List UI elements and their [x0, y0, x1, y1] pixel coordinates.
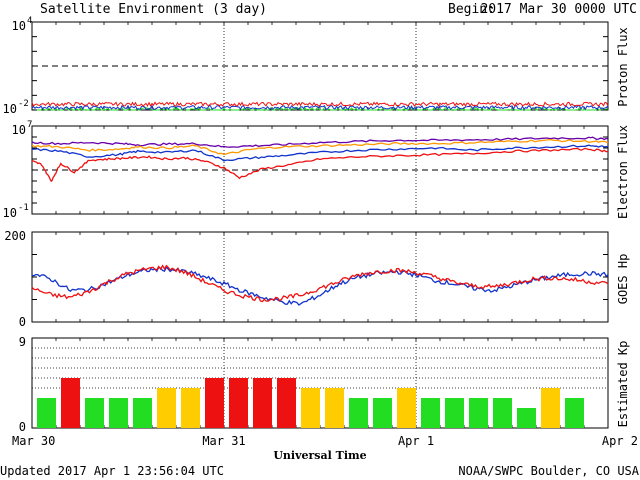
- proton-series-blue: [31, 104, 609, 111]
- kp-bar: [301, 388, 320, 428]
- kp-bar: [493, 398, 512, 428]
- kp-bar: [85, 398, 104, 428]
- kp-bar: [37, 398, 56, 428]
- proton-flux-label: Proton Flux: [616, 27, 630, 106]
- goes-hp-ytick-top: 200: [4, 229, 26, 243]
- kp-bar: [373, 398, 392, 428]
- kp-bar: [397, 388, 416, 428]
- proton-ytick-top-base: 10: [12, 19, 26, 33]
- kp-bar: [229, 378, 248, 428]
- kp-ytick-top: 9: [19, 335, 26, 349]
- electron-ytick-top-base: 10: [12, 123, 26, 137]
- kp-bar: [205, 378, 224, 428]
- kp-bar: [61, 378, 80, 428]
- proton-ytick-bottom-base: 10: [3, 102, 17, 116]
- xtick-mar-30: Mar 30: [12, 434, 55, 448]
- electron-flux-label: Electron Flux: [616, 125, 630, 219]
- kp-bar: [133, 398, 152, 428]
- goes-hp-ytick-bottom: 0: [19, 315, 26, 329]
- begin-label: Begin:: [448, 2, 495, 17]
- panel-2-frame: [31, 231, 609, 323]
- estimated-kp-label: Estimated Kp: [616, 341, 630, 428]
- kp-bar: [157, 388, 176, 428]
- plot-title: Satellite Environment (3 day): [40, 2, 267, 17]
- kp-bar: [349, 398, 368, 428]
- electron-flux-panel: [31, 125, 609, 215]
- proton-series-red: [31, 101, 609, 107]
- series-red-3: [31, 147, 609, 183]
- kp-bar: [517, 408, 536, 428]
- kp-bar: [253, 378, 272, 428]
- panel-0-frame: [31, 21, 609, 111]
- credit-line: NOAA/SWPC Boulder, CO USA: [458, 464, 639, 478]
- kp-bar: [325, 388, 344, 428]
- kp-bar: [181, 388, 200, 428]
- proton-series-green: [31, 106, 609, 111]
- electron-ytick-bottom-exp: -1: [18, 203, 29, 213]
- series-blue-0: [31, 266, 609, 306]
- series-blue-2: [31, 144, 609, 162]
- xtick-mar-31: Mar 31: [202, 434, 245, 448]
- electron-ytick-top-exp: 7: [27, 120, 32, 130]
- kp-bar: [277, 378, 296, 428]
- xtick-apr-2: Apr 2: [602, 434, 638, 448]
- electron-ytick-bottom-base: 10: [3, 206, 17, 220]
- kp-bar: [421, 398, 440, 428]
- x-axis-label: Universal Time: [273, 449, 366, 462]
- kp-bar: [445, 398, 464, 428]
- proton-ytick-top-exp: 4: [27, 16, 32, 26]
- goes-hp-label: GOES Hp: [616, 254, 630, 305]
- kp-ytick-bottom: 0: [19, 420, 26, 434]
- kp-bar: [565, 398, 584, 428]
- proton-flux-panel: [31, 21, 609, 111]
- estimated-kp-panel: [31, 337, 609, 429]
- series-orange-1: [31, 138, 609, 156]
- series-purple-0: [31, 136, 609, 148]
- xtick-apr-1: Apr 1: [398, 434, 434, 448]
- begin-date: 2017 Mar 30 0000 UTC: [480, 2, 637, 17]
- proton-ytick-bottom-exp: -2: [18, 99, 29, 109]
- kp-bar: [469, 398, 488, 428]
- kp-bar: [109, 398, 128, 428]
- updated-timestamp: Updated 2017 Apr 1 23:56:04 UTC: [0, 464, 224, 478]
- series-red-1: [31, 264, 609, 303]
- kp-bar: [541, 388, 560, 428]
- goes-hp-panel: [31, 231, 609, 323]
